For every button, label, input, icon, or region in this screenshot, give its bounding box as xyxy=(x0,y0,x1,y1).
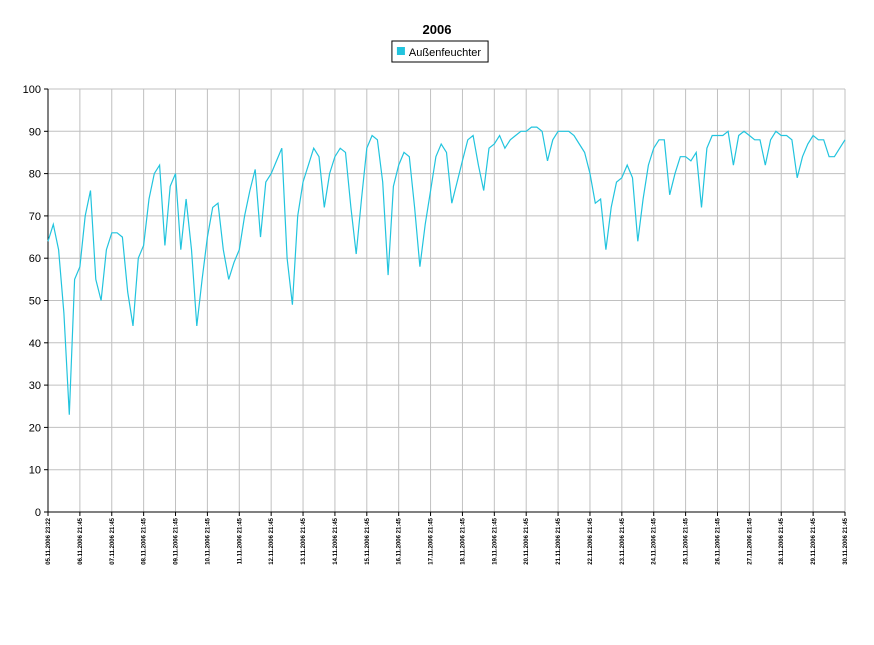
x-tick-label: 14.11.2006 21:45 xyxy=(333,517,339,564)
chart-title: 2006 xyxy=(423,22,452,37)
x-tick-label: 09.11.2006 21:45 xyxy=(174,517,180,564)
x-tick-label: 12.11.2006 21:45 xyxy=(269,517,275,564)
x-tick-label: 27.11.2006 21:45 xyxy=(747,517,753,564)
y-tick-label: 0 xyxy=(35,507,41,519)
y-tick-label: 30 xyxy=(29,380,41,392)
legend: Außenfeuchter xyxy=(391,40,489,63)
y-tick-label: 40 xyxy=(29,338,41,350)
legend-label: Außenfeuchter xyxy=(409,47,481,59)
x-tick-label: 06.11.2006 21:45 xyxy=(78,517,84,564)
x-tick-label: 15.11.2006 21:45 xyxy=(365,517,371,564)
x-tick-label: 26.11.2006 21:45 xyxy=(715,517,721,564)
x-tick-label: 10.11.2006 21:45 xyxy=(205,517,211,564)
x-tick-label: 13.11.2006 21:45 xyxy=(301,517,307,564)
y-tick-label: 10 xyxy=(29,465,41,477)
x-tick-label: 05.11.2006 23:22 xyxy=(46,517,52,564)
y-tick-label: 80 xyxy=(29,169,41,181)
legend-box xyxy=(391,40,489,63)
x-tick-label: 16.11.2006 21:45 xyxy=(397,517,403,564)
y-tick-label: 70 xyxy=(29,211,41,223)
x-tick-label: 25.11.2006 21:45 xyxy=(684,517,690,564)
y-tick-label: 60 xyxy=(29,253,41,265)
y-tick-label: 90 xyxy=(29,126,41,138)
x-tick-label: 17.11.2006 21:45 xyxy=(429,517,435,564)
x-tick-label: 22.11.2006 21:45 xyxy=(588,517,594,564)
x-tick-label: 30.11.2006 21:45 xyxy=(843,517,849,564)
line xyxy=(47,126,846,415)
x-tick-label: 19.11.2006 21:45 xyxy=(492,517,498,564)
x-tick-label: 11.11.2006 21:45 xyxy=(237,517,243,564)
x-tick-label: 21.11.2006 21:45 xyxy=(556,517,562,564)
y-tick-label: 100 xyxy=(23,84,41,96)
y-tick-label: 50 xyxy=(29,296,41,308)
x-tick-label: 23.11.2006 21:45 xyxy=(620,517,626,564)
y-tick-label: 20 xyxy=(29,422,41,434)
x-tick-label: 18.11.2006 21:45 xyxy=(460,517,466,564)
legend-swatch xyxy=(396,47,405,55)
x-tick-label: 20.11.2006 21:45 xyxy=(524,517,530,564)
x-tick-label: 08.11.2006 21:45 xyxy=(142,517,148,564)
x-tick-label: 29.11.2006 21:45 xyxy=(811,517,817,564)
x-tick-label: 07.11.2006 21:45 xyxy=(110,517,116,564)
x-tick-label: 24.11.2006 21:45 xyxy=(652,517,658,564)
x-tick-label: 28.11.2006 21:45 xyxy=(779,517,785,564)
